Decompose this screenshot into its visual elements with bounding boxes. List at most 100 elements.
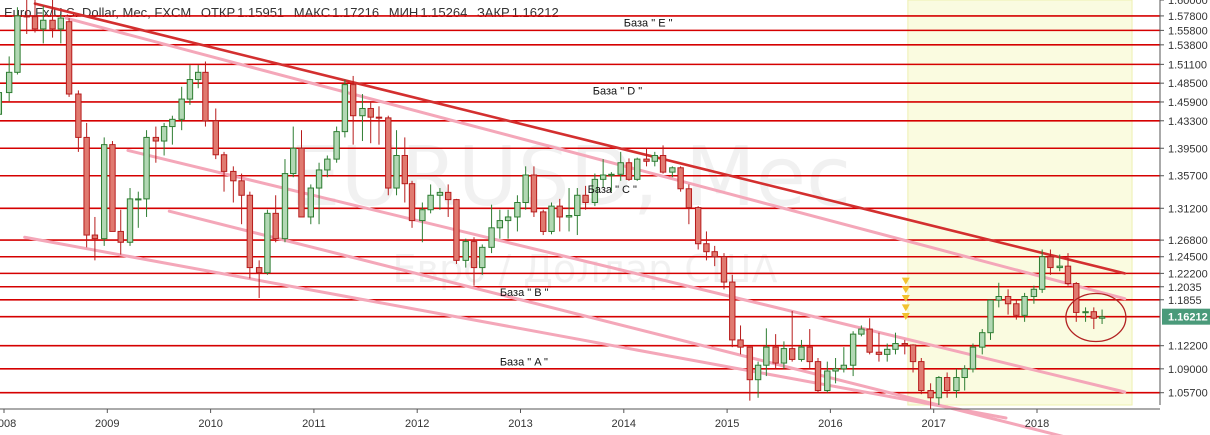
candle-body <box>788 348 796 360</box>
candle-body <box>479 246 486 269</box>
candle-body <box>40 19 47 30</box>
candle <box>1090 307 1098 330</box>
candle-body <box>178 98 185 120</box>
candle <box>1021 292 1028 322</box>
candle <box>255 260 263 298</box>
candle <box>884 343 891 362</box>
candle <box>470 237 478 286</box>
price-tick-label: 1.48500 <box>1168 78 1208 90</box>
candle-body <box>195 71 202 81</box>
candle <box>367 101 374 144</box>
candle-body <box>514 202 521 218</box>
candle <box>393 130 400 196</box>
candle <box>729 274 736 348</box>
price-tick-label: 1.2035 <box>1168 282 1202 294</box>
last-price-label: 1.16212 <box>1168 312 1208 324</box>
candle-body <box>264 212 271 274</box>
candle <box>522 166 529 210</box>
candle-body <box>246 194 254 269</box>
candle <box>375 106 383 145</box>
candle <box>625 158 633 181</box>
price-tick-label: 1.12200 <box>1168 341 1208 353</box>
candle <box>31 0 39 33</box>
candle-body <box>927 390 934 399</box>
time-tick-label: 2018 <box>1025 418 1049 430</box>
candle-body <box>453 199 460 261</box>
candle-body <box>212 120 219 156</box>
candle-body <box>1047 256 1054 269</box>
candle-body <box>1090 311 1098 319</box>
base-label: База " B " <box>500 287 549 299</box>
candle <box>246 191 254 279</box>
candle <box>556 198 563 232</box>
candle-body <box>720 256 728 283</box>
candle-body <box>31 16 39 30</box>
candle-body <box>987 299 994 334</box>
candle-body <box>23 15 30 18</box>
candle-body <box>109 144 116 232</box>
candle-body <box>230 170 237 182</box>
candle <box>643 148 650 167</box>
candle-body <box>349 84 357 117</box>
marker-triangle <box>901 304 910 312</box>
candle-body <box>255 267 263 274</box>
candle-body <box>169 118 176 128</box>
candle-body <box>780 348 788 364</box>
price-tick-label: 1.31200 <box>1168 203 1208 215</box>
candle-body <box>685 188 693 209</box>
candle-body <box>608 173 615 176</box>
candle-body <box>1064 265 1072 284</box>
candle <box>780 341 788 369</box>
candle <box>186 65 194 105</box>
candle-body <box>522 174 529 203</box>
candle <box>23 0 30 34</box>
candle-body <box>419 209 426 222</box>
base-label: База " E " <box>624 17 673 29</box>
candle <box>979 329 986 355</box>
candle-body <box>763 346 770 366</box>
candle <box>1004 289 1012 315</box>
candle-body <box>401 154 409 185</box>
candle-body <box>160 126 168 142</box>
candle <box>307 184 315 225</box>
candle-body <box>1038 256 1046 290</box>
candle-body <box>943 377 951 392</box>
candle-body <box>703 243 710 253</box>
candle <box>341 79 349 138</box>
candle-body <box>556 205 563 218</box>
candle <box>669 166 676 178</box>
candle-body <box>117 230 124 243</box>
candle <box>514 195 521 232</box>
price-axis <box>1160 0 1210 435</box>
candle-body <box>496 220 504 229</box>
candle <box>1082 307 1089 322</box>
candle <box>202 61 209 127</box>
candle <box>832 357 839 384</box>
candle-body <box>643 158 650 162</box>
time-tick-label: 2010 <box>198 418 222 430</box>
candle <box>444 184 452 217</box>
candle <box>995 282 1002 308</box>
candle <box>40 5 47 44</box>
candle <box>290 126 297 178</box>
candle <box>333 126 340 163</box>
candle-body <box>995 296 1002 301</box>
candle <box>772 334 779 369</box>
candle <box>634 157 641 181</box>
candle <box>1013 300 1020 320</box>
time-tick-label: 2017 <box>921 418 945 430</box>
candle <box>160 122 168 156</box>
candle-body <box>892 343 899 350</box>
price-tick-label: 1.51100 <box>1168 59 1207 71</box>
candle-body <box>953 377 960 392</box>
candle-body <box>202 71 209 122</box>
candle-body <box>488 227 495 248</box>
candle-body <box>832 368 839 372</box>
candle-body <box>49 19 56 30</box>
candle-body <box>582 194 589 203</box>
channel-line <box>23 235 1008 420</box>
candle-body <box>909 344 917 363</box>
candle <box>101 137 108 246</box>
candle <box>927 383 934 410</box>
candle-body <box>711 251 718 258</box>
